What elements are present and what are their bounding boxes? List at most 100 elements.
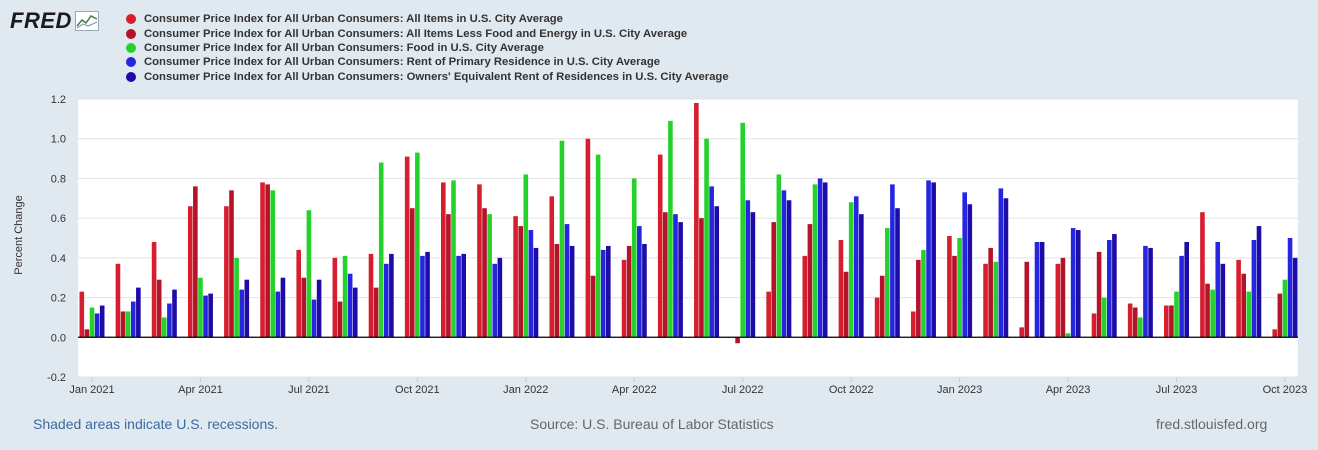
bar[interactable] xyxy=(342,255,348,338)
bar[interactable] xyxy=(1148,247,1153,338)
bar[interactable] xyxy=(600,249,606,338)
bar[interactable] xyxy=(120,311,126,338)
bar[interactable] xyxy=(745,200,751,338)
bar[interactable] xyxy=(673,214,678,338)
bar[interactable] xyxy=(306,210,312,338)
bar[interactable] xyxy=(621,259,627,338)
bar[interactable] xyxy=(895,208,900,338)
bar[interactable] xyxy=(492,263,498,338)
bar[interactable] xyxy=(606,245,611,338)
bar[interactable] xyxy=(260,182,265,338)
bar[interactable] xyxy=(859,214,864,338)
bar[interactable] xyxy=(952,255,957,338)
bar[interactable] xyxy=(807,224,813,338)
bar[interactable] xyxy=(1169,305,1174,338)
bar[interactable] xyxy=(1055,263,1061,338)
bar[interactable] xyxy=(802,255,808,338)
bar[interactable] xyxy=(528,230,534,338)
bar[interactable] xyxy=(1096,251,1102,338)
bar[interactable] xyxy=(229,190,234,338)
bar[interactable] xyxy=(631,178,637,338)
bar[interactable] xyxy=(822,182,828,338)
bar[interactable] xyxy=(518,226,523,338)
bar[interactable] xyxy=(533,247,539,338)
bar[interactable] xyxy=(1070,228,1076,338)
bar[interactable] xyxy=(296,249,301,338)
bar[interactable] xyxy=(786,200,792,338)
bar[interactable] xyxy=(564,224,570,338)
bar[interactable] xyxy=(234,257,239,338)
bar[interactable] xyxy=(967,204,973,338)
bar[interactable] xyxy=(79,291,85,338)
bar[interactable] xyxy=(1034,241,1040,338)
bar[interactable] xyxy=(1132,307,1138,338)
bar[interactable] xyxy=(1251,239,1257,338)
bar[interactable] xyxy=(1003,198,1009,338)
bar[interactable] xyxy=(368,253,374,338)
bar[interactable] xyxy=(569,245,575,338)
bar[interactable] xyxy=(275,291,281,338)
bar[interactable] xyxy=(916,259,921,338)
bar[interactable] xyxy=(136,287,141,338)
site-link[interactable]: fred.stlouisfed.org xyxy=(1156,416,1268,432)
bar[interactable] xyxy=(456,255,461,338)
bar[interactable] xyxy=(1164,305,1169,338)
bar[interactable] xyxy=(1205,283,1210,338)
bar[interactable] xyxy=(384,263,389,338)
bar[interactable] xyxy=(316,279,322,338)
bar[interactable] xyxy=(172,289,177,338)
bar[interactable] xyxy=(99,305,105,338)
bar[interactable] xyxy=(812,184,818,338)
bar[interactable] xyxy=(983,263,988,338)
bar[interactable] xyxy=(998,188,1004,338)
bar[interactable] xyxy=(332,257,338,338)
legend-item[interactable]: Consumer Price Index for All Urban Consu… xyxy=(126,70,729,84)
bar[interactable] xyxy=(203,295,208,338)
bar[interactable] xyxy=(151,241,157,338)
bar[interactable] xyxy=(699,218,704,338)
bar[interactable] xyxy=(497,257,503,338)
bar[interactable] xyxy=(1277,293,1283,338)
bar[interactable] xyxy=(446,214,451,338)
bar[interactable] xyxy=(373,287,379,338)
bar[interactable] xyxy=(962,192,967,338)
bar[interactable] xyxy=(740,122,745,338)
bar[interactable] xyxy=(461,253,466,338)
bar[interactable] xyxy=(750,212,756,338)
bar[interactable] xyxy=(280,277,286,338)
bar[interactable] xyxy=(714,206,720,338)
bar[interactable] xyxy=(1107,239,1112,338)
bar[interactable] xyxy=(482,208,487,338)
bar[interactable] xyxy=(1200,212,1205,338)
bar[interactable] xyxy=(156,279,162,338)
bar[interactable] xyxy=(1091,313,1097,338)
bar[interactable] xyxy=(409,208,415,338)
bar[interactable] xyxy=(1143,245,1148,338)
bar[interactable] xyxy=(1019,327,1024,338)
bar[interactable] xyxy=(668,120,673,338)
bar[interactable] xyxy=(125,311,131,338)
bar[interactable] xyxy=(115,263,121,338)
bar[interactable] xyxy=(1127,303,1133,338)
bar[interactable] xyxy=(311,299,317,338)
bar[interactable] xyxy=(766,291,771,338)
bar[interactable] xyxy=(559,140,565,338)
bar[interactable] xyxy=(890,184,895,338)
bar[interactable] xyxy=(389,253,394,338)
bar[interactable] xyxy=(347,273,353,338)
bar[interactable] xyxy=(843,271,849,338)
bar[interactable] xyxy=(352,287,358,338)
bar[interactable] xyxy=(451,180,456,338)
bar[interactable] xyxy=(378,162,384,338)
bar[interactable] xyxy=(1174,291,1179,338)
legend-item[interactable]: Consumer Price Index for All Urban Consu… xyxy=(126,12,729,26)
bar[interactable] xyxy=(513,216,518,338)
bar[interactable] xyxy=(1241,273,1246,338)
bar[interactable] xyxy=(585,138,591,338)
bar[interactable] xyxy=(1215,241,1221,338)
bar[interactable] xyxy=(1210,289,1215,338)
bar[interactable] xyxy=(301,277,307,338)
bar[interactable] xyxy=(776,174,782,338)
bar[interactable] xyxy=(590,275,596,338)
bar[interactable] xyxy=(487,214,492,338)
